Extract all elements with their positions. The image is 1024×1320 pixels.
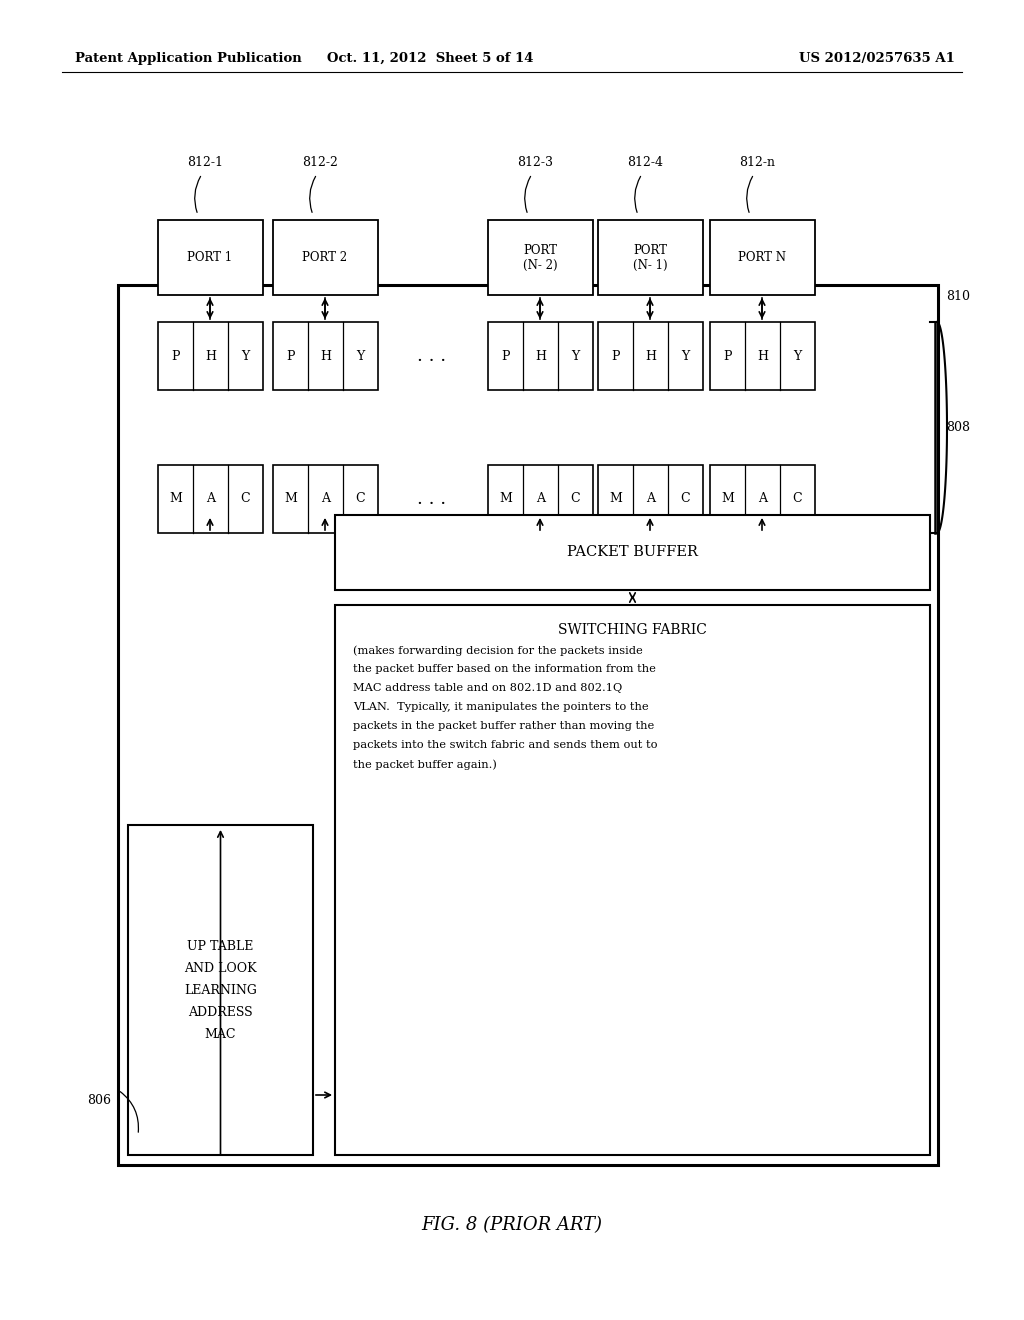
Text: 812-3: 812-3 xyxy=(517,156,553,169)
Text: A: A xyxy=(536,492,545,506)
Text: packets in the packet buffer rather than moving the: packets in the packet buffer rather than… xyxy=(353,721,654,731)
Text: 806: 806 xyxy=(87,1093,111,1106)
Text: A: A xyxy=(321,492,330,506)
Text: MAC: MAC xyxy=(205,1027,237,1040)
Text: P: P xyxy=(287,350,295,363)
Bar xyxy=(335,515,930,590)
Bar xyxy=(128,825,313,1155)
Text: M: M xyxy=(284,492,297,506)
Text: 812-2: 812-2 xyxy=(302,156,338,169)
Text: (makes forwarding decision for the packets inside: (makes forwarding decision for the packe… xyxy=(353,645,643,656)
Text: P: P xyxy=(611,350,620,363)
Text: H: H xyxy=(535,350,546,363)
Bar xyxy=(335,605,930,1155)
Text: A: A xyxy=(206,492,215,506)
Text: US 2012/0257635 A1: US 2012/0257635 A1 xyxy=(799,51,955,65)
Bar xyxy=(273,465,378,533)
Text: LEARNING: LEARNING xyxy=(184,983,257,997)
Text: P: P xyxy=(171,350,180,363)
Bar xyxy=(598,322,703,389)
Text: AND LOOK: AND LOOK xyxy=(184,961,257,974)
Text: 812-n: 812-n xyxy=(739,156,775,169)
Text: 812-1: 812-1 xyxy=(187,156,223,169)
Bar xyxy=(710,322,815,389)
Text: P: P xyxy=(502,350,510,363)
Text: PORT 2: PORT 2 xyxy=(302,251,347,264)
Text: PORT N: PORT N xyxy=(738,251,786,264)
Text: Y: Y xyxy=(794,350,802,363)
Text: Oct. 11, 2012  Sheet 5 of 14: Oct. 11, 2012 Sheet 5 of 14 xyxy=(327,51,534,65)
Text: 810: 810 xyxy=(946,290,970,304)
Bar xyxy=(273,322,378,389)
Text: PORT
(N- 1): PORT (N- 1) xyxy=(633,243,668,272)
Text: MAC address table and on 802.1D and 802.1Q: MAC address table and on 802.1D and 802.… xyxy=(353,682,623,693)
Text: P: P xyxy=(723,350,732,363)
Bar xyxy=(488,465,593,533)
Text: C: C xyxy=(355,492,366,506)
Text: C: C xyxy=(681,492,690,506)
Text: 808: 808 xyxy=(946,421,970,434)
Text: PORT 1: PORT 1 xyxy=(187,251,232,264)
Bar xyxy=(158,220,263,294)
Text: UP TABLE: UP TABLE xyxy=(187,940,254,953)
Bar xyxy=(488,322,593,389)
Bar xyxy=(158,322,263,389)
Text: ADDRESS: ADDRESS xyxy=(188,1006,253,1019)
Text: Y: Y xyxy=(242,350,250,363)
Bar xyxy=(598,220,703,294)
Text: H: H xyxy=(319,350,331,363)
Text: H: H xyxy=(205,350,216,363)
Bar xyxy=(488,220,593,294)
Text: C: C xyxy=(241,492,250,506)
Text: A: A xyxy=(758,492,767,506)
Text: Y: Y xyxy=(681,350,689,363)
Bar xyxy=(710,220,815,294)
Text: . . .: . . . xyxy=(418,490,446,508)
Text: H: H xyxy=(757,350,768,363)
Text: packets into the switch fabric and sends them out to: packets into the switch fabric and sends… xyxy=(353,741,657,750)
Text: FIG. 8 (PRIOR ART): FIG. 8 (PRIOR ART) xyxy=(422,1216,602,1234)
Text: the packet buffer based on the information from the: the packet buffer based on the informati… xyxy=(353,664,656,675)
Text: SWITCHING FABRIC: SWITCHING FABRIC xyxy=(558,623,707,638)
Text: M: M xyxy=(609,492,622,506)
Text: the packet buffer again.): the packet buffer again.) xyxy=(353,759,497,770)
Text: Y: Y xyxy=(356,350,365,363)
Text: Patent Application Publication: Patent Application Publication xyxy=(75,51,302,65)
Text: 812-4: 812-4 xyxy=(627,156,663,169)
Text: A: A xyxy=(646,492,655,506)
Text: M: M xyxy=(499,492,512,506)
Text: PORT
(N- 2): PORT (N- 2) xyxy=(522,243,557,272)
Text: M: M xyxy=(169,492,182,506)
Text: Y: Y xyxy=(571,350,580,363)
Text: . . .: . . . xyxy=(418,347,446,366)
Bar xyxy=(710,465,815,533)
Text: M: M xyxy=(721,492,734,506)
Bar xyxy=(273,220,378,294)
Bar xyxy=(158,465,263,533)
Text: PACKET BUFFER: PACKET BUFFER xyxy=(567,545,698,560)
Text: C: C xyxy=(570,492,581,506)
Bar xyxy=(118,285,938,1166)
Bar xyxy=(598,465,703,533)
Text: VLAN.  Typically, it manipulates the pointers to the: VLAN. Typically, it manipulates the poin… xyxy=(353,702,648,711)
Text: H: H xyxy=(645,350,656,363)
Text: C: C xyxy=(793,492,803,506)
